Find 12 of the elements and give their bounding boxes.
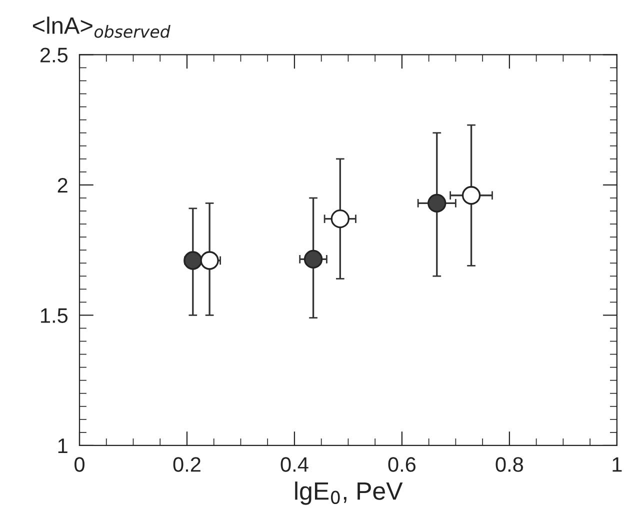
x-tick-label: 1 <box>612 457 622 472</box>
x-tick-label: 0.4 <box>280 457 308 472</box>
y-tick-label: 2 <box>58 178 68 193</box>
x-tick-label: 0 <box>74 457 84 472</box>
x-axis-title: lgE$_{0}$, PeV <box>295 482 403 505</box>
x-tick-label: 0.6 <box>388 457 416 472</box>
y-tick-label: 1 <box>58 438 68 454</box>
x-tick-label: 0.2 <box>173 457 200 472</box>
y-tick-label: 1.5 <box>41 308 68 323</box>
x-tick-label: 0.8 <box>496 457 524 472</box>
y-axis-title: <lnA>$_{observed}$ <box>32 16 170 38</box>
y-tick-label: 2.5 <box>40 48 68 62</box>
